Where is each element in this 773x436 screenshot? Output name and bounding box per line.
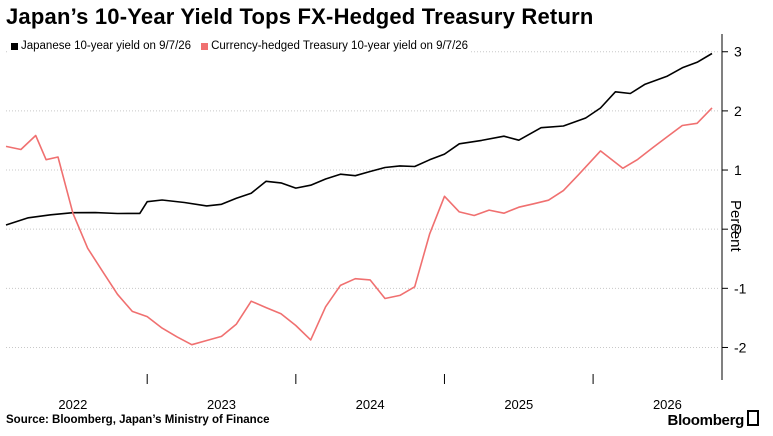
chart-title: Japan’s 10-Year Yield Tops FX-Hedged Tre… [6, 4, 594, 29]
legend-item-japan: Japanese 10-year yield on 9/7/26 [11, 40, 191, 52]
legend-label-hedged: Currency-hedged Treasury 10-year yield o… [211, 40, 469, 52]
x-tick-label-2023: 2023 [207, 397, 236, 412]
x-tick-label-2024: 2024 [356, 397, 385, 412]
brand-mark-icon [747, 410, 759, 426]
x-tick-label-2022: 2022 [58, 397, 87, 412]
legend-swatch-japan [11, 42, 18, 50]
brand-logo: Bloomberg [668, 410, 759, 429]
y-axis-title: Percent [727, 200, 744, 252]
series-line-0 [5, 52, 713, 226]
brand-name: Bloomberg [667, 412, 745, 429]
legend-swatch-hedged [201, 42, 209, 50]
x-axis: 2022 2023 2024 2025 2026 [58, 397, 681, 412]
y-tick-label-1: 1 [734, 162, 742, 178]
legend: Japanese 10-year yield on 9/7/26 Currenc… [8, 39, 472, 53]
x-tick-label-2026: 2026 [653, 397, 682, 412]
y-tick-label--1: -1 [734, 280, 747, 296]
source-note: Source: Bloomberg, Japan’s Ministry of F… [6, 414, 270, 426]
legend-item-hedged: Currency-hedged Treasury 10-year yield o… [201, 40, 468, 52]
series-line-1 [5, 107, 713, 346]
x-tick-label-2025: 2025 [504, 397, 533, 412]
y-tick-label-2: 2 [734, 103, 742, 119]
y-tick-label-3: 3 [734, 44, 742, 60]
y-axis: -2 -1 0 1 2 3 [721, 34, 747, 380]
y-tick-label--2: -2 [734, 339, 747, 355]
legend-label-japan: Japanese 10-year yield on 9/7/26 [21, 40, 192, 52]
series-layer [5, 52, 713, 346]
y-tick-label-0: 0 [734, 221, 742, 237]
gridlines [6, 51, 720, 348]
year-boundaries [146, 374, 594, 384]
